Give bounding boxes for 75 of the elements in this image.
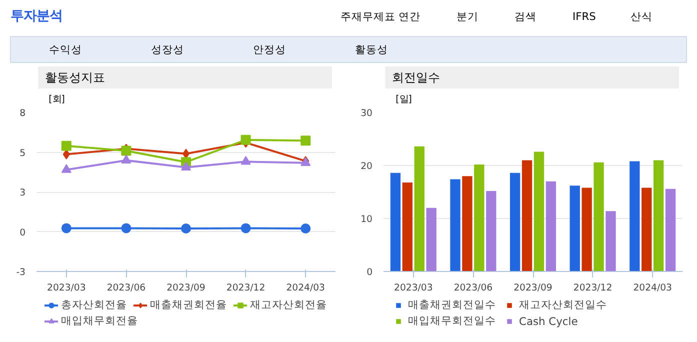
text: 성장성 — [151, 43, 184, 56]
text: 안정성 — [253, 43, 286, 56]
point — [181, 224, 191, 234]
point — [62, 149, 70, 160]
bar — [450, 179, 460, 272]
y-tick-label: 0 — [366, 267, 373, 278]
bar — [665, 188, 676, 272]
x-tick-label: 2023/09 — [166, 282, 206, 294]
point — [61, 140, 72, 151]
bar — [510, 172, 520, 272]
legend-label: Cash Cycle — [519, 314, 578, 328]
y-tick-label: 8 — [20, 108, 26, 119]
x-tick-label: 2023/03 — [47, 282, 86, 294]
point — [240, 134, 251, 145]
text: 활동성 — [355, 43, 388, 56]
bar — [630, 161, 640, 272]
x-tick-label: 2023/09 — [514, 282, 552, 294]
x-tick-label: 2023/06 — [454, 282, 493, 294]
bar — [534, 152, 544, 272]
y-tick-label: 10 — [360, 214, 373, 225]
y-tick-label: 30 — [360, 108, 373, 119]
legend-label: 매입채무회전율 — [61, 314, 138, 328]
y-tick-label: 5 — [20, 148, 26, 159]
bar — [582, 188, 592, 272]
bar — [594, 162, 604, 272]
bar — [546, 181, 556, 272]
point — [300, 224, 311, 234]
text: 주재무제표 — [340, 10, 396, 23]
bar — [402, 182, 413, 272]
legend-label: 매출채권회전율 — [150, 298, 227, 312]
bar — [414, 146, 424, 272]
y-axis-title: [회] — [48, 94, 65, 105]
x-tick-label: 2023/12 — [573, 282, 612, 294]
bar — [522, 160, 532, 272]
y-tick-label: -3 — [16, 267, 26, 278]
x-tick-label: 2024/03 — [286, 282, 326, 294]
legend-label: 재고자산회전율 — [250, 298, 327, 312]
point — [300, 136, 311, 146]
point — [181, 162, 191, 171]
legend-label: 매출채권회전일수 — [408, 298, 496, 312]
y-tick-label: 3 — [20, 188, 26, 198]
legend-label: 매입채무회전일수 — [408, 314, 496, 328]
y-axis-title: [일] — [396, 94, 412, 105]
x-tick-label: 2024/03 — [633, 282, 672, 294]
point — [121, 154, 132, 164]
text: 분기 — [456, 10, 478, 23]
bar — [642, 188, 652, 272]
chart-title: 회전일수 — [392, 70, 440, 84]
bar — [570, 186, 580, 272]
point — [240, 223, 251, 234]
bar — [462, 176, 472, 272]
point — [240, 156, 251, 165]
text: 투자분석 — [10, 9, 62, 24]
x-tick-label: 2023/06 — [106, 282, 146, 294]
legend-label: 총자산회전율 — [61, 298, 127, 312]
point — [121, 223, 132, 234]
text: IFRS — [572, 10, 596, 23]
point — [61, 223, 72, 234]
bar — [606, 211, 616, 272]
x-tick-label: 2023/12 — [226, 282, 266, 294]
bar — [426, 208, 436, 272]
text: 검색 — [514, 10, 536, 23]
point — [61, 164, 72, 173]
chart-title: 활동성지표 — [45, 70, 106, 84]
y-tick-label: 0 — [20, 227, 26, 238]
y-tick-label: 20 — [360, 161, 373, 172]
text: 수익성 — [49, 43, 82, 56]
bar — [390, 172, 401, 272]
text: 산식 — [630, 10, 652, 23]
x-tick-label: 2023/03 — [394, 282, 433, 294]
bar — [486, 190, 496, 272]
bar — [474, 164, 484, 272]
text: 연간 — [398, 10, 420, 23]
bar — [653, 160, 664, 272]
legend-label: 재고자산회전일수 — [519, 298, 607, 312]
